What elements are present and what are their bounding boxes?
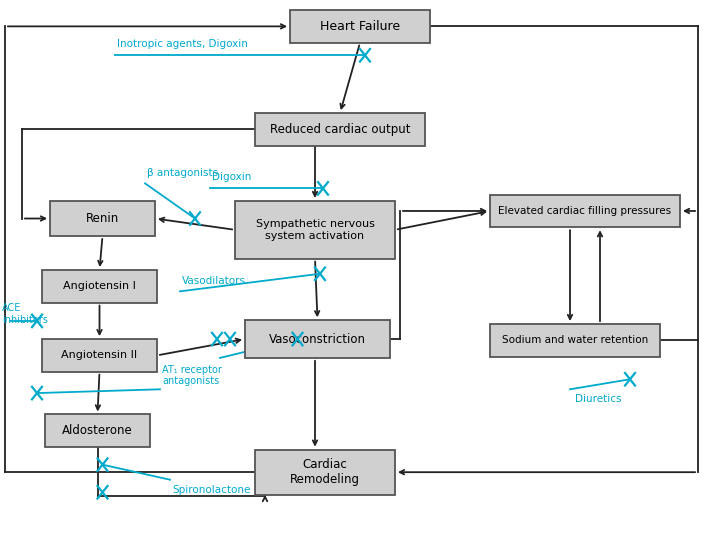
Bar xyxy=(490,324,660,356)
Bar xyxy=(235,201,395,259)
Text: Spironolactone: Spironolactone xyxy=(172,485,251,495)
Text: Reduced cardiac output: Reduced cardiac output xyxy=(270,123,410,136)
Bar xyxy=(42,270,157,302)
Text: Inotropic agents, Digoxin: Inotropic agents, Digoxin xyxy=(117,39,248,49)
Text: Aldosterone: Aldosterone xyxy=(62,424,133,437)
Bar xyxy=(50,201,155,236)
Text: ACE
inhibitors: ACE inhibitors xyxy=(2,303,48,325)
Text: Diuretics: Diuretics xyxy=(575,394,621,404)
Text: Cardiac
Remodeling: Cardiac Remodeling xyxy=(290,458,360,486)
Bar xyxy=(45,414,150,447)
Text: Elevated cardiac filling pressures: Elevated cardiac filling pressures xyxy=(498,206,672,216)
Bar xyxy=(290,10,430,43)
Text: Vasoconstriction: Vasoconstriction xyxy=(269,333,366,346)
Text: Renin: Renin xyxy=(86,212,119,225)
Text: Angiotensin II: Angiotensin II xyxy=(61,350,138,360)
Bar xyxy=(42,339,157,372)
Text: Sympathetic nervous
system activation: Sympathetic nervous system activation xyxy=(256,219,374,241)
Text: Vasodilators: Vasodilators xyxy=(182,276,246,286)
Bar xyxy=(255,113,425,146)
Text: Sodium and water retention: Sodium and water retention xyxy=(502,335,648,345)
Text: AT₁ receptor
antagonists: AT₁ receptor antagonists xyxy=(162,364,222,386)
Text: β antagonists: β antagonists xyxy=(147,168,218,178)
Text: Digoxin: Digoxin xyxy=(212,172,251,182)
Bar xyxy=(490,194,680,227)
Bar xyxy=(255,450,395,495)
Bar xyxy=(245,320,390,358)
Text: Angiotensin I: Angiotensin I xyxy=(63,281,136,291)
Text: Heart Failure: Heart Failure xyxy=(320,20,400,33)
